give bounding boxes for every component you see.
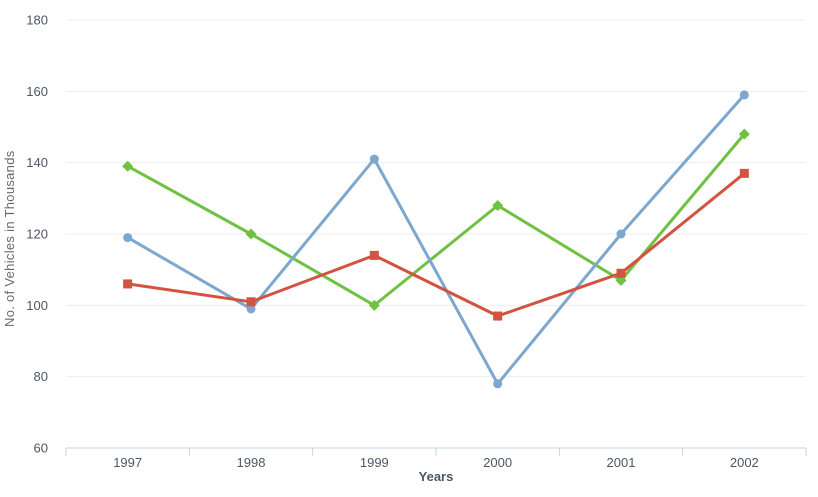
series-line-green-diamond-series: [126, 132, 746, 307]
data-point-blue-circle-series[interactable]: [616, 229, 626, 239]
data-point-green-diamond-series[interactable]: [738, 128, 750, 140]
y-axis-title: No. of Vehicles in Thousands: [2, 150, 17, 328]
y-tick-label: 140: [26, 155, 48, 170]
data-point-green-diamond-series[interactable]: [492, 199, 504, 211]
series-line-blue-circle-series: [126, 93, 746, 386]
x-tick-label: 2002: [730, 455, 759, 470]
data-point-green-diamond-series[interactable]: [368, 299, 380, 311]
y-tick-label: 160: [26, 84, 48, 99]
data-point-red-square-series[interactable]: [369, 250, 379, 260]
data-point-red-square-series[interactable]: [246, 297, 256, 307]
data-point-blue-circle-series[interactable]: [369, 154, 379, 164]
data-point-red-square-series[interactable]: [739, 168, 749, 178]
data-point-green-diamond-series[interactable]: [122, 160, 134, 172]
x-tick-label: 2000: [483, 455, 512, 470]
data-point-green-diamond-series[interactable]: [245, 228, 257, 240]
y-tick-label: 180: [26, 13, 48, 28]
x-tick-label: 1998: [237, 455, 266, 470]
x-tick-label: 2001: [607, 455, 636, 470]
data-point-blue-circle-series[interactable]: [739, 90, 749, 100]
x-tick-label: 1999: [360, 455, 389, 470]
data-point-blue-circle-series[interactable]: [246, 304, 256, 314]
data-point-red-square-series[interactable]: [123, 279, 133, 289]
y-tick-label: 120: [26, 227, 48, 242]
y-tick-label: 60: [34, 441, 48, 456]
y-tick-label: 100: [26, 298, 48, 313]
x-tick-label: 1997: [113, 455, 142, 470]
data-point-blue-circle-series[interactable]: [123, 233, 133, 243]
series-line-red-square-series: [126, 171, 746, 318]
y-tick-label: 80: [34, 369, 48, 384]
data-point-blue-circle-series[interactable]: [493, 379, 503, 389]
data-point-red-square-series[interactable]: [493, 311, 503, 321]
data-point-red-square-series[interactable]: [616, 268, 626, 278]
x-axis-title: Years: [418, 469, 454, 484]
